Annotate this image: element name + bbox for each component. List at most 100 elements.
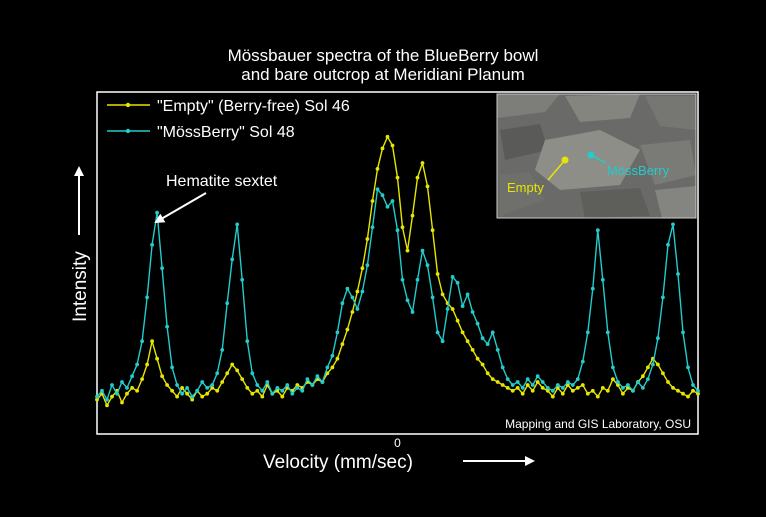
data-point xyxy=(185,391,190,396)
data-point xyxy=(661,371,665,376)
inset-rock xyxy=(535,130,640,190)
legend: "Empty" (Berry-free) Sol 46 "MössBerry" … xyxy=(107,98,350,141)
data-point xyxy=(315,374,320,379)
data-point xyxy=(600,277,605,282)
annotation-arrow xyxy=(154,192,207,224)
inset-photo-border xyxy=(496,93,697,219)
data-point xyxy=(656,362,660,367)
data-point xyxy=(440,339,445,344)
data-point xyxy=(646,365,650,370)
data-point xyxy=(295,386,300,390)
data-point xyxy=(350,295,355,300)
legend-marker-empty xyxy=(125,102,131,108)
data-point xyxy=(485,371,490,376)
data-point xyxy=(575,377,580,381)
data-point xyxy=(135,388,140,393)
inset-rock xyxy=(500,124,548,160)
data-point xyxy=(505,377,510,381)
data-point xyxy=(590,388,595,393)
data-point xyxy=(490,330,495,335)
data-point xyxy=(425,184,430,189)
data-point xyxy=(495,348,500,352)
data-point xyxy=(150,339,155,344)
data-point xyxy=(691,388,695,393)
data-point xyxy=(200,394,205,399)
inset-mossberry-label: MössBerry xyxy=(607,163,670,178)
data-point xyxy=(140,377,145,381)
data-point xyxy=(195,388,200,393)
data-point xyxy=(240,277,245,282)
data-point xyxy=(636,380,640,384)
data-point xyxy=(155,356,160,361)
data-point xyxy=(525,377,530,381)
data-point xyxy=(425,263,430,268)
data-point xyxy=(285,383,290,387)
data-point xyxy=(510,383,515,387)
data-point xyxy=(275,386,280,390)
data-point xyxy=(465,292,470,297)
data-point xyxy=(696,391,700,396)
data-point xyxy=(641,374,645,379)
plot-area-frame xyxy=(96,91,699,435)
data-point xyxy=(180,386,185,390)
data-point xyxy=(500,383,505,387)
data-point xyxy=(651,362,655,367)
series-line-1 xyxy=(96,187,699,402)
data-point xyxy=(260,394,265,399)
data-point xyxy=(250,371,255,376)
data-point xyxy=(325,365,330,370)
data-point xyxy=(245,386,250,390)
data-point xyxy=(395,228,400,233)
data-point xyxy=(535,374,540,379)
data-point xyxy=(485,342,490,346)
data-point xyxy=(490,377,495,381)
inset-photo: Empty MössBerry xyxy=(496,93,697,219)
data-point xyxy=(661,295,665,300)
data-point xyxy=(515,386,520,390)
data-point xyxy=(671,386,675,390)
data-point xyxy=(590,286,595,291)
data-point xyxy=(225,371,230,376)
data-point xyxy=(595,394,600,399)
data-point xyxy=(611,377,615,381)
data-point xyxy=(560,386,565,390)
data-point xyxy=(295,383,300,387)
data-point xyxy=(200,380,205,384)
data-point xyxy=(105,403,109,408)
data-point xyxy=(145,362,150,367)
data-point xyxy=(385,204,390,209)
data-point xyxy=(671,222,675,227)
data-point xyxy=(500,365,505,370)
data-point xyxy=(450,275,455,279)
data-point xyxy=(621,386,625,390)
data-point xyxy=(435,272,440,276)
data-point xyxy=(550,394,555,399)
data-point xyxy=(345,327,350,332)
data-point xyxy=(515,380,520,384)
data-point xyxy=(95,394,99,399)
data-point xyxy=(270,391,275,396)
data-point xyxy=(545,388,550,393)
data-point xyxy=(280,388,285,393)
data-point xyxy=(120,380,124,384)
data-point xyxy=(305,377,310,381)
data-point xyxy=(440,292,445,297)
data-point xyxy=(160,266,165,271)
data-point xyxy=(390,143,395,148)
data-point xyxy=(495,380,500,384)
data-point xyxy=(210,383,215,387)
data-point xyxy=(470,348,475,352)
data-point xyxy=(95,397,99,402)
data-point xyxy=(691,383,695,387)
data-point xyxy=(415,277,420,282)
data-point xyxy=(641,386,645,390)
data-point xyxy=(320,380,325,384)
data-point xyxy=(530,388,535,393)
inset-rock xyxy=(640,140,696,185)
data-point xyxy=(540,386,545,390)
legend-marker-mossberry xyxy=(125,128,131,134)
data-point xyxy=(290,391,295,396)
data-point xyxy=(455,280,460,285)
data-point xyxy=(330,365,335,370)
data-point xyxy=(560,391,565,396)
